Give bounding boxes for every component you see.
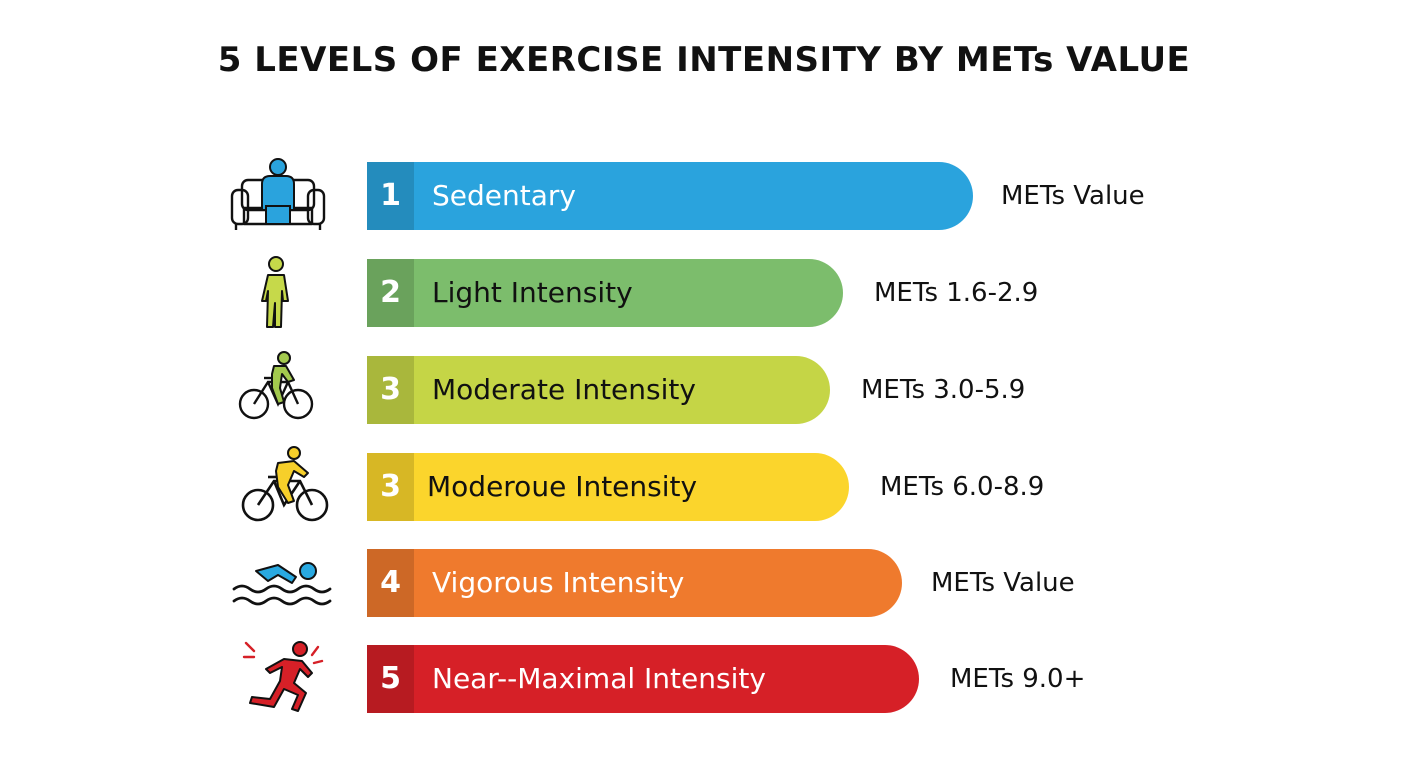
cyclist-icon: [222, 348, 334, 432]
level-bar: 3 Moderate Intensity: [367, 356, 830, 424]
level-label: Moderoue Intensity: [427, 470, 698, 503]
level-row: 1 Sedentary METs Value: [0, 158, 1408, 230]
sitting-person-on-sofa-icon: [222, 154, 334, 238]
level-label: Vigorous Intensity: [432, 566, 685, 599]
page-title: 5 LEVELS OF EXERCISE INTENSITY BY METs V…: [217, 40, 1191, 80]
level-row: 3 Moderate Intensity METs 3.0-5.9: [0, 351, 1408, 424]
level-number: 3: [367, 453, 414, 521]
level-number: 3: [367, 356, 414, 424]
level-row: 4 Vigorous Intensity METs Value: [0, 549, 1408, 617]
mets-value: METs Value: [1001, 181, 1145, 211]
fast-cyclist-icon: [222, 445, 334, 529]
mets-value: METs Value: [931, 568, 1075, 598]
level-bar: 5 Near--Maximal Intensity: [367, 645, 919, 713]
level-bar: 3 Moderoue Intensity: [367, 453, 849, 521]
level-label: Sedentary: [432, 179, 576, 212]
level-number: 5: [367, 645, 414, 713]
level-row: 2 Light Intensity METs 1.6-2.9: [0, 256, 1408, 328]
level-number: 2: [367, 259, 414, 327]
level-row: 3 Moderoue Intensity METs 6.0-8.9: [0, 446, 1408, 522]
level-row: 5 Near--Maximal Intensity METs 9.0+: [0, 641, 1408, 713]
mets-value: METs 6.0-8.9: [880, 472, 1045, 502]
mets-value: METs 3.0-5.9: [861, 375, 1026, 405]
standing-person-icon: [222, 251, 334, 335]
sprinting-runner-icon: [222, 637, 334, 721]
level-bar: 1 Sedentary: [367, 162, 973, 230]
level-number: 4: [367, 549, 414, 617]
level-label: Light Intensity: [432, 276, 633, 309]
mets-value: METs 9.0+: [950, 664, 1086, 694]
level-label: Moderate Intensity: [432, 373, 696, 406]
level-bar: 4 Vigorous Intensity: [367, 549, 902, 617]
swimmer-icon: [222, 541, 334, 625]
level-number: 1: [367, 162, 414, 230]
mets-value: METs 1.6-2.9: [874, 278, 1039, 308]
level-bar: 2 Light Intensity: [367, 259, 843, 327]
level-label: Near--Maximal Intensity: [432, 662, 766, 695]
